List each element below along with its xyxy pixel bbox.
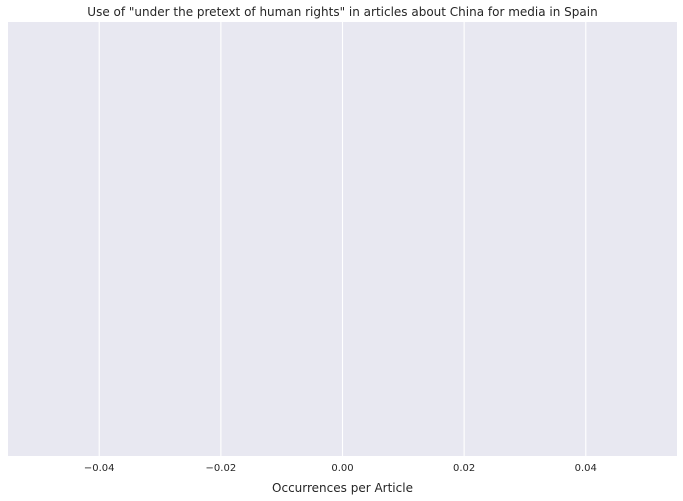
x-axis-label: Occurrences per Article	[272, 481, 413, 495]
x-tick-label: 0.02	[453, 463, 475, 474]
x-tick-label: 0.00	[331, 463, 353, 474]
x-tick-label: 0.04	[575, 463, 597, 474]
grid-lines	[98, 22, 587, 456]
x-tick-label: −0.02	[206, 463, 237, 474]
x-tick-labels: −0.04 −0.02 0.00 0.02 0.04	[84, 463, 597, 474]
chart-title: Use of "under the pretext of human right…	[87, 5, 597, 19]
x-tick-label: −0.04	[84, 463, 115, 474]
